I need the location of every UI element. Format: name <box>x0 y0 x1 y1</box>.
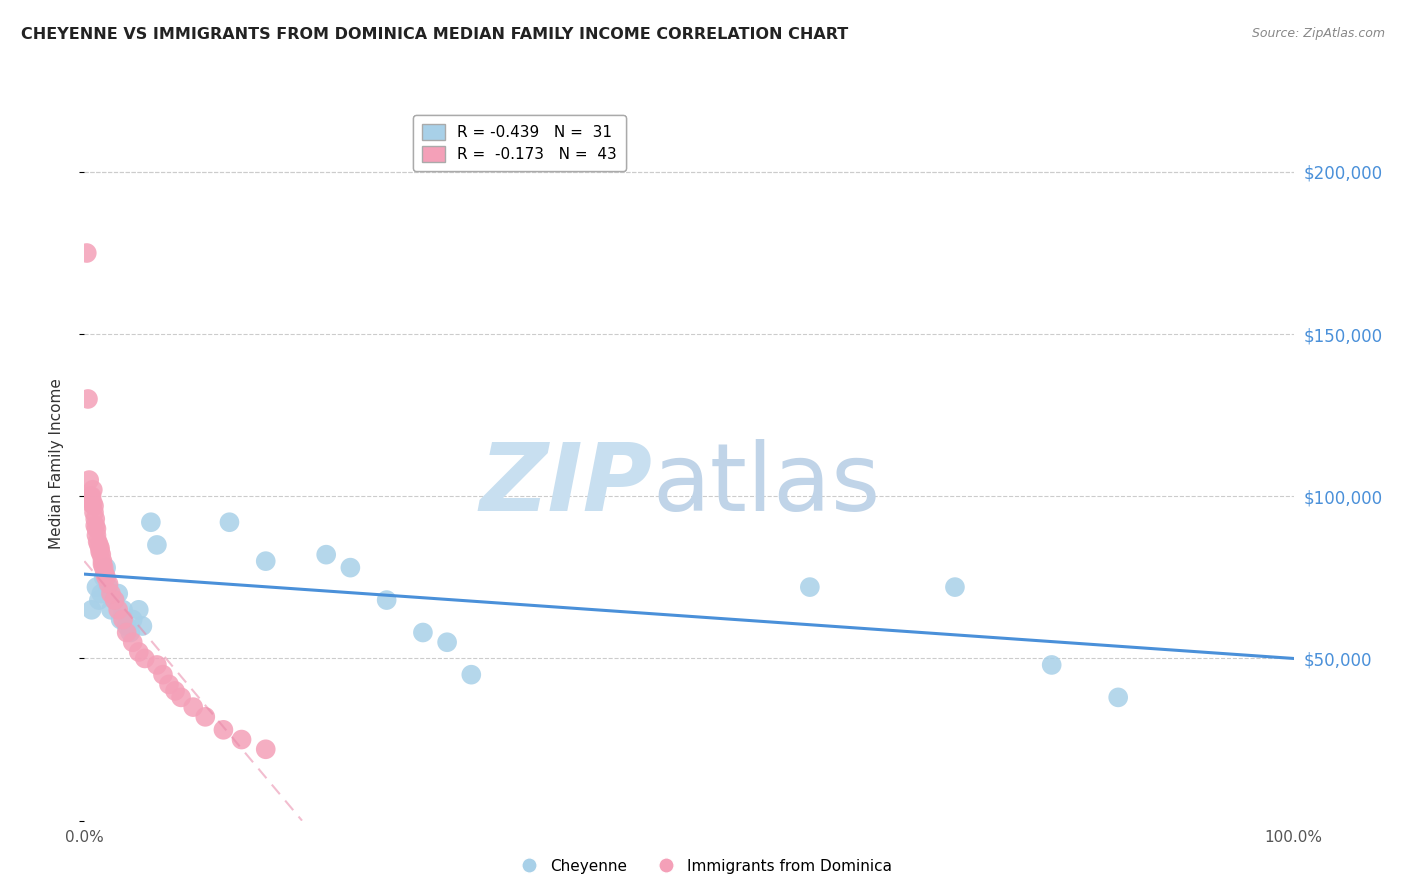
Point <box>89 544 111 558</box>
Point <box>90 586 112 600</box>
Point <box>97 577 120 591</box>
Point <box>1107 690 1129 705</box>
Point <box>93 560 115 574</box>
Text: atlas: atlas <box>652 439 882 532</box>
Point <box>112 603 135 617</box>
Point <box>339 560 361 574</box>
Point <box>93 570 115 584</box>
Point <box>91 554 114 568</box>
Point <box>146 657 169 672</box>
Point <box>86 528 108 542</box>
Point <box>460 667 482 681</box>
Y-axis label: Median Family Income: Median Family Income <box>49 378 63 549</box>
Point <box>120 625 142 640</box>
Point <box>194 710 217 724</box>
Point <box>128 645 150 659</box>
Point <box>165 684 187 698</box>
Point <box>134 651 156 665</box>
Text: CHEYENNE VS IMMIGRANTS FROM DOMINICA MEDIAN FAMILY INCOME CORRELATION CHART: CHEYENNE VS IMMIGRANTS FROM DOMINICA MED… <box>21 27 848 42</box>
Point <box>107 586 129 600</box>
Point <box>254 554 277 568</box>
Point <box>110 613 132 627</box>
Point <box>79 496 101 510</box>
Point <box>375 593 398 607</box>
Point <box>121 613 143 627</box>
Point <box>107 603 129 617</box>
Point <box>77 473 100 487</box>
Point <box>87 538 110 552</box>
Point <box>231 732 253 747</box>
Text: ZIP: ZIP <box>479 439 652 532</box>
Point <box>104 593 127 607</box>
Point <box>170 690 193 705</box>
Point <box>84 512 107 526</box>
Point <box>115 619 138 633</box>
Point <box>94 570 117 584</box>
Point <box>76 246 98 260</box>
Point <box>94 560 117 574</box>
Point <box>83 499 105 513</box>
Point <box>100 586 122 600</box>
Point <box>115 625 138 640</box>
Point <box>100 603 122 617</box>
Point <box>90 548 112 562</box>
Point <box>181 700 204 714</box>
Point <box>254 742 277 756</box>
Point <box>121 635 143 649</box>
Point <box>84 518 107 533</box>
Point <box>943 580 966 594</box>
Point <box>1040 657 1063 672</box>
Point <box>79 489 101 503</box>
Point <box>77 392 100 406</box>
Text: Source: ZipAtlas.com: Source: ZipAtlas.com <box>1251 27 1385 40</box>
Point <box>799 580 821 594</box>
Point <box>82 483 104 497</box>
Point <box>83 506 105 520</box>
Point <box>104 593 127 607</box>
Point <box>80 489 103 503</box>
Point <box>94 567 117 582</box>
Point <box>152 667 174 681</box>
Point <box>412 625 434 640</box>
Point <box>87 593 110 607</box>
Point <box>128 603 150 617</box>
Point <box>315 548 337 562</box>
Point <box>97 580 120 594</box>
Point <box>112 613 135 627</box>
Point <box>82 496 104 510</box>
Point <box>146 538 169 552</box>
Point <box>218 515 240 529</box>
Point <box>86 534 108 549</box>
Legend: R = -0.439   N =  31, R =  -0.173   N =  43: R = -0.439 N = 31, R = -0.173 N = 43 <box>413 115 626 171</box>
Point <box>157 677 180 691</box>
Point <box>89 541 111 556</box>
Point <box>131 619 153 633</box>
Point <box>80 603 103 617</box>
Point <box>86 580 108 594</box>
Point <box>91 558 114 572</box>
Point <box>86 522 108 536</box>
Point <box>139 515 162 529</box>
Point <box>212 723 235 737</box>
Point <box>436 635 458 649</box>
Legend: Cheyenne, Immigrants from Dominica: Cheyenne, Immigrants from Dominica <box>508 853 898 880</box>
